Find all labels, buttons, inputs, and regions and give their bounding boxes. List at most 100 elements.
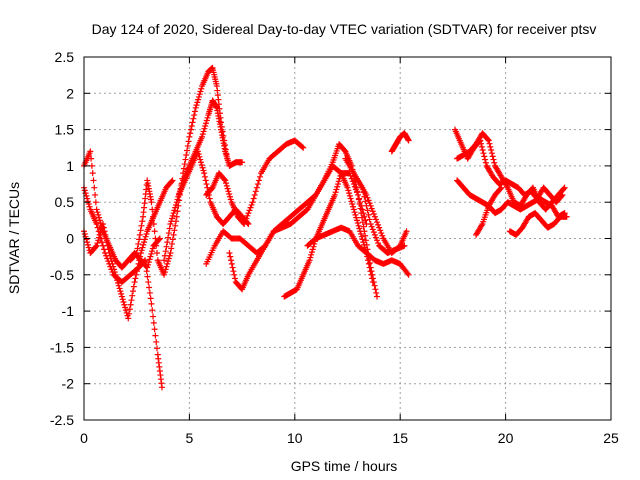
data-point [201, 173, 208, 180]
data-point [350, 203, 357, 210]
data-point [169, 212, 176, 219]
data-point [231, 275, 238, 282]
data-point [405, 137, 412, 144]
data-point [375, 240, 382, 247]
data-point [230, 268, 237, 275]
data-point [121, 301, 128, 308]
data-point [480, 150, 487, 157]
data-point [484, 136, 491, 143]
data-point [224, 185, 231, 192]
data-point [560, 185, 567, 192]
data-point [87, 148, 94, 155]
data-point [103, 235, 110, 242]
y-axis-label: SDTVAR / TECUs [6, 182, 22, 294]
data-point [243, 215, 250, 222]
x-tick-label: 5 [186, 430, 194, 446]
data-point [144, 273, 151, 280]
data-point [482, 159, 489, 166]
data-point [188, 122, 195, 129]
data-point [148, 250, 155, 257]
data-point [365, 211, 372, 218]
data-point [362, 232, 369, 239]
data-point [249, 199, 256, 206]
data-point [115, 282, 122, 289]
data-point [153, 345, 160, 352]
data-point [360, 223, 367, 230]
data-point [486, 140, 493, 147]
axis-ticks [83, 56, 612, 421]
series-arc-19 [506, 210, 570, 238]
x-tick-label: 20 [498, 430, 514, 446]
data-point [126, 306, 133, 313]
data-point [161, 252, 168, 259]
data-point [173, 199, 180, 206]
data-point [143, 230, 150, 237]
data-point [142, 257, 149, 264]
data-point [168, 245, 175, 252]
data-point [153, 250, 160, 257]
y-tick-label: 0.5 [55, 194, 75, 210]
data-point [348, 198, 355, 205]
data-point [199, 131, 206, 138]
data-point [149, 307, 156, 314]
data-point [203, 117, 210, 124]
data-point [139, 244, 146, 251]
data-point [187, 126, 194, 133]
data-point [201, 125, 208, 132]
data-point [163, 243, 170, 250]
data-point [335, 178, 342, 185]
data-point [92, 243, 99, 250]
data-point [195, 151, 202, 158]
data-point [368, 205, 375, 212]
data-point [358, 210, 365, 217]
data-point [254, 181, 261, 188]
data-point [197, 88, 204, 95]
data-point [244, 212, 251, 219]
series-arc-16 [454, 130, 568, 213]
data-point [81, 187, 88, 194]
data-point [84, 198, 91, 205]
data-point [135, 240, 142, 247]
data-point [172, 222, 179, 229]
data-point [370, 229, 377, 236]
data-point [152, 235, 159, 242]
data-point [479, 147, 486, 154]
data-point [169, 240, 176, 247]
data-point [368, 223, 375, 230]
data-point [203, 181, 210, 188]
data-point [189, 119, 196, 126]
data-point [354, 220, 361, 227]
data-point [136, 231, 143, 238]
data-point [122, 307, 129, 314]
data-point [137, 227, 144, 234]
data-point [81, 230, 88, 237]
data-point [497, 185, 504, 192]
data-point [369, 226, 376, 233]
data-point [372, 234, 379, 241]
data-point [141, 236, 148, 243]
data-point [181, 161, 188, 168]
data-point [229, 264, 236, 271]
data-point [130, 283, 137, 290]
data-point [180, 165, 187, 172]
data-point [99, 242, 106, 249]
data-point [85, 244, 92, 251]
data-point [197, 159, 204, 166]
data-point [97, 235, 104, 242]
data-point [184, 147, 191, 154]
data-point [482, 156, 489, 163]
data-point [222, 177, 229, 184]
data-point [150, 220, 157, 227]
data-point [138, 222, 145, 229]
data-point [93, 220, 100, 227]
data-point [194, 148, 201, 155]
data-point [191, 108, 198, 115]
data-point [88, 155, 95, 162]
data-point [351, 209, 358, 216]
data-point [365, 260, 372, 267]
data-point [150, 319, 157, 326]
data-point [253, 184, 260, 191]
data-point [151, 326, 158, 333]
data-point [127, 301, 134, 308]
data-point [228, 257, 235, 264]
